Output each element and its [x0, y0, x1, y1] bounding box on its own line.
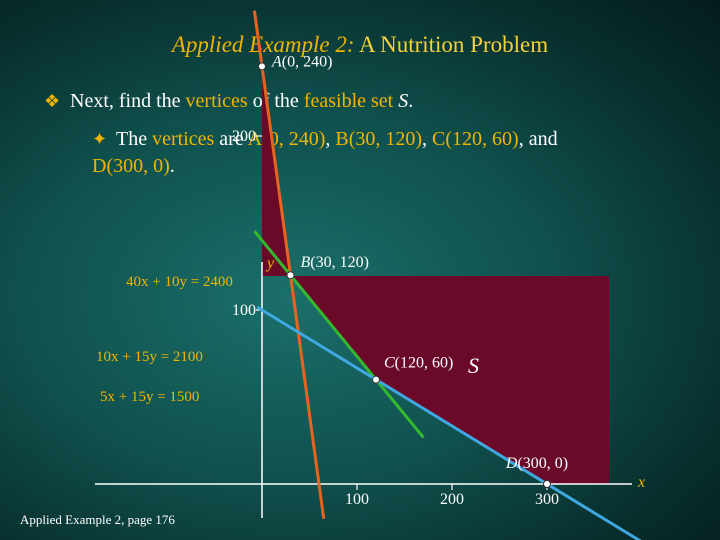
x-tick-label: 300: [535, 491, 559, 508]
vertex-label: A(0, 240): [271, 53, 332, 70]
title-main: A Nutrition Problem: [359, 32, 549, 57]
diamond-bullet-icon: ❖: [44, 91, 61, 111]
vertex-point: [286, 271, 295, 280]
vertex-point: [258, 62, 266, 71]
x-axis-label: x: [637, 474, 645, 491]
vertex-d-text: D(300, 0): [92, 155, 170, 177]
vertex-point: [372, 375, 380, 384]
x-tick-label: 200: [440, 491, 464, 508]
vertex-label: B(30, 120): [301, 254, 369, 271]
vertex-label: C(120, 60): [384, 355, 453, 372]
bullet2-sep2: ,: [422, 128, 433, 150]
constraint-line-3: [256, 305, 642, 540]
feasible-region: [262, 66, 609, 485]
bullet1-set-name: S: [398, 90, 409, 112]
vertex-c-text: C(120, 60): [432, 128, 519, 150]
footer-page-ref: Applied Example 2, page 176: [20, 512, 175, 527]
constraint-line-1: [252, 10, 326, 520]
bullet1-highlight-vertices: vertices: [185, 90, 248, 112]
slide-title: Applied Example 2: A Nutrition Problem: [0, 32, 720, 58]
title-lead: Applied Example 2:: [171, 32, 355, 57]
bullet2-text-b: are: [214, 128, 248, 150]
constraint-line-2: [253, 230, 425, 439]
equation-3-label: 5x + 15y = 1500: [100, 389, 199, 405]
y-tick-label: 200: [232, 128, 256, 145]
bullet2-highlight-vertices: vertices: [152, 128, 215, 150]
bullet2-sep1: ,: [325, 128, 336, 150]
equation-2-label: 10x + 15y = 2100: [96, 349, 203, 365]
bullet1-text-d: .: [408, 90, 414, 112]
bullet1-highlight-feasible-set: feasible set: [303, 90, 394, 112]
bullet1-text-a: Next, find the: [70, 90, 186, 112]
bullet2-text-d: .: [169, 155, 175, 177]
star-bullet-icon: ✦: [92, 129, 108, 149]
region-label: S: [468, 353, 479, 378]
bullet2-text-c: , and: [518, 128, 558, 150]
y-axis-label: y: [265, 255, 275, 272]
y-tick-label: 100: [232, 302, 256, 319]
equation-1-label: 40x + 10y = 2400: [126, 274, 233, 290]
x-tick-label: 100: [345, 491, 369, 508]
bullet2-text-a: The: [116, 128, 153, 150]
vertex-point: [543, 480, 551, 488]
bullet-level1: ❖ Next, find the vertices of the feasible…: [44, 90, 413, 113]
vertex-label: D(300, 0): [505, 455, 568, 472]
vertex-b-text: B(30, 120): [335, 128, 423, 150]
